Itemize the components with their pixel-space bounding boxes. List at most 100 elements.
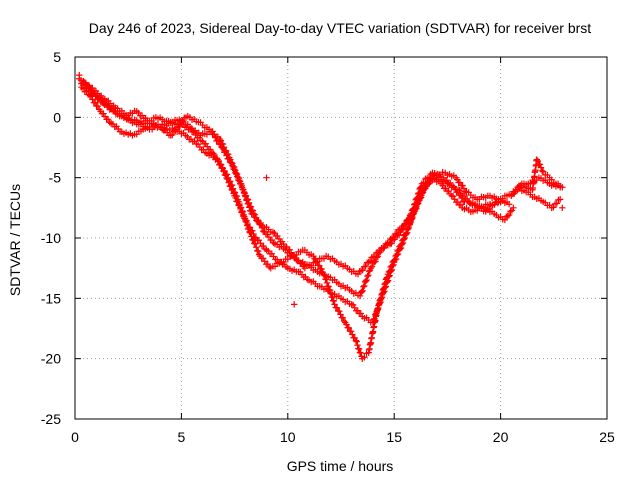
data-point [373,307,381,314]
y-tick-label: -20 [41,351,61,367]
data-point-interp [325,283,332,290]
data-point-interp [420,179,427,186]
data-point-interp [371,253,378,260]
x-tick-label: 25 [599,429,615,445]
data-point-interp [211,134,219,141]
data-point-interp [413,195,420,202]
data-point [365,258,372,266]
data-point-interp [255,247,262,255]
data-point-interp [298,260,305,267]
y-tick-label: -15 [41,290,61,306]
data-point-interp [254,216,261,224]
data-point [227,156,234,163]
data-point-interp [383,274,391,281]
data-point-interp [240,211,247,218]
data-point-interp [550,204,557,211]
data-point-interp [538,167,546,175]
tick-layer: 0 5 10 15 20 25 5 0 -5 -10 -15 -20 -25 [41,49,615,445]
data-point-interp [361,282,368,290]
grid-layer [75,57,607,419]
data-point-interp [251,214,258,221]
data-point-interp [398,241,405,248]
data-point-interp [505,211,513,219]
data-point-interp [106,119,113,126]
y-tick-label: 0 [53,109,61,125]
data-point [246,228,253,236]
data-point-interp [402,230,410,237]
data-point-interp [417,184,424,192]
data-point-interp [424,181,432,188]
data-point-interp [247,207,255,215]
data-point-interp [323,279,331,287]
data-point-interp [223,171,231,178]
data-point-interp [245,200,252,208]
data-point [354,271,362,278]
data-point-interp [486,205,493,213]
data-point-interp [329,294,336,301]
data-point-interp [391,236,398,243]
data-point-interp [337,311,344,318]
data-point-interp [286,246,293,253]
data-point-interp [326,287,334,294]
data-point-interp [360,283,367,290]
data-point-interp [357,310,364,317]
data-point-interp [250,236,257,244]
data-point-interp [268,236,276,244]
data-point-interp [202,140,209,147]
data-layer [76,71,566,362]
data-point-interp [445,187,452,195]
data-point-interp [354,341,361,349]
data-point-interp [204,143,211,150]
data-point-interp [457,201,464,209]
data-point-interp [229,185,237,192]
data-point-interp [241,215,249,222]
data-point-interp [368,263,376,270]
data-point-interp [261,245,269,253]
data-point-interp [100,110,107,117]
x-tick-label: 15 [386,429,402,445]
data-point-interp [398,226,405,234]
data-point-interp [264,260,271,268]
data-point-interp [400,236,407,243]
y-axis-label: SDTVAR / TECUs [7,184,23,296]
data-point-interp [458,194,465,202]
data-point-interp [345,324,353,332]
data-point [214,156,221,163]
data-point [505,201,513,208]
data-point-interp [387,263,394,271]
data-point-interp [414,190,422,198]
data-point-interp [231,189,239,196]
data-point-interp [169,131,176,139]
data-point-interp [534,157,542,165]
y-tick-label: -10 [41,230,61,246]
data-point-interp [402,221,409,228]
data-point-interp [239,208,246,215]
data-point-interp [228,182,236,189]
data-point-interp [359,267,366,274]
data-point-interp [365,271,372,279]
data-point-interp [511,190,518,197]
data-point-interp [417,183,425,191]
data-point-interp [537,164,545,171]
data-point [533,156,540,163]
data-point-interp [378,291,385,299]
data-point-interp [295,257,302,264]
data-point-interp [283,243,290,251]
data-point-interp [411,200,419,207]
data-point [352,337,360,344]
data-point-interp [219,140,227,148]
data-point [559,204,566,212]
data-point-interp [275,235,283,243]
data-point-interp [400,222,408,229]
data-point-interp [405,215,413,223]
data-point [76,71,83,79]
data-point [556,196,564,203]
data-point-interp [371,258,378,266]
data-point-interp [266,263,273,271]
data-point [331,301,338,308]
data-point [216,135,223,143]
data-point-interp [395,231,403,239]
data-point-interp [414,194,421,202]
data-point-interp [375,302,382,309]
